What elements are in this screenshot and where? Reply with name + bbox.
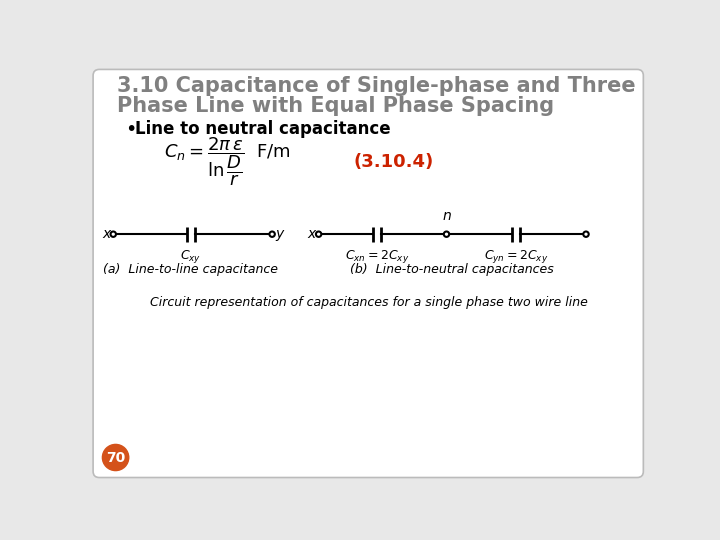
- Text: (3.10.4): (3.10.4): [354, 153, 433, 171]
- Text: y: y: [275, 227, 284, 241]
- Circle shape: [444, 232, 449, 237]
- Circle shape: [583, 232, 589, 237]
- Text: $C_{yn} = 2C_{xy}$: $C_{yn} = 2C_{xy}$: [484, 248, 549, 265]
- Text: $C_n = \dfrac{2\pi\,\varepsilon}{\ln\dfrac{D}{r}}$  F/m: $C_n = \dfrac{2\pi\,\varepsilon}{\ln\dfr…: [163, 136, 290, 188]
- Circle shape: [316, 232, 321, 237]
- Text: (a)  Line-to-line capacitance: (a) Line-to-line capacitance: [103, 264, 278, 276]
- Text: (b)  Line-to-neutral capacitances: (b) Line-to-neutral capacitances: [351, 264, 554, 276]
- Circle shape: [102, 444, 129, 470]
- Text: n: n: [442, 210, 451, 224]
- Text: x: x: [102, 227, 110, 241]
- Text: $C_{xy}$: $C_{xy}$: [180, 248, 202, 265]
- Text: 3.10 Capacitance of Single-phase and Three: 3.10 Capacitance of Single-phase and Thr…: [117, 76, 636, 96]
- Text: 70: 70: [106, 450, 125, 464]
- Circle shape: [111, 232, 116, 237]
- Text: $C_{xn} = 2C_{xy}$: $C_{xn} = 2C_{xy}$: [345, 248, 409, 265]
- Text: •: •: [125, 120, 136, 139]
- Circle shape: [269, 232, 275, 237]
- FancyBboxPatch shape: [93, 70, 644, 477]
- Text: Line to neutral capacitance: Line to neutral capacitance: [135, 120, 390, 138]
- Text: Circuit representation of capacitances for a single phase two wire line: Circuit representation of capacitances f…: [150, 296, 588, 309]
- Text: x: x: [307, 227, 315, 241]
- Text: Phase Line with Equal Phase Spacing: Phase Line with Equal Phase Spacing: [117, 96, 554, 116]
